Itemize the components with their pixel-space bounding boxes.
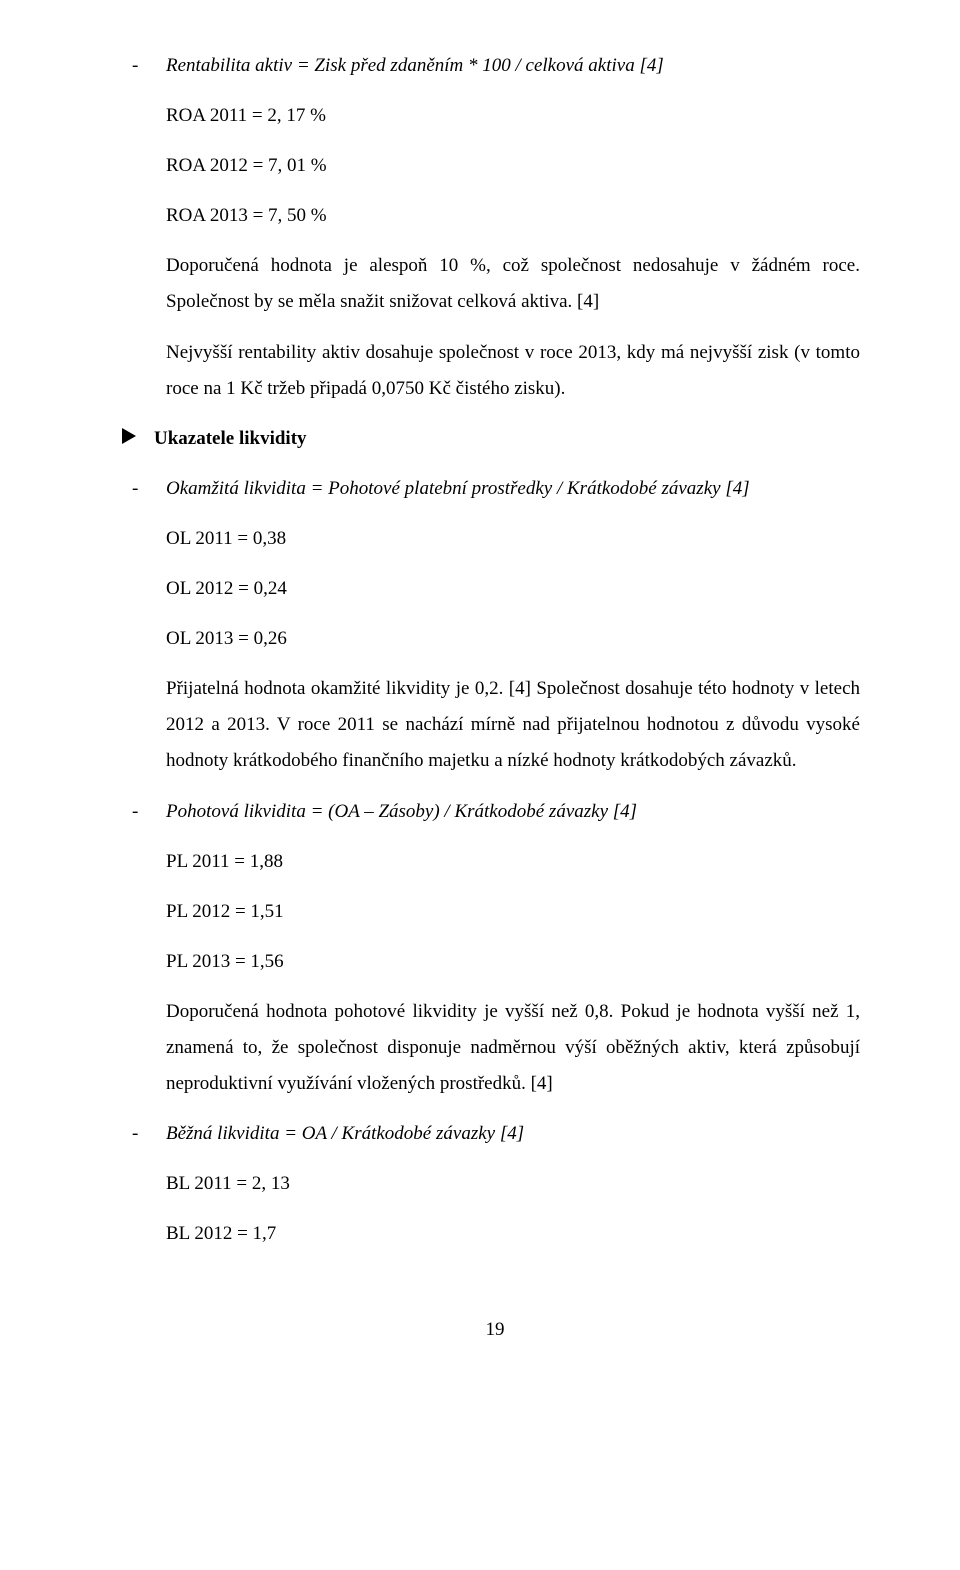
dash-icon: - bbox=[132, 1116, 138, 1152]
roa-formula-line: - Rentabilita aktiv = Zisk před zdaněním… bbox=[130, 48, 860, 84]
dash-icon: - bbox=[132, 794, 138, 830]
dash-icon: - bbox=[132, 471, 138, 507]
roa-2013: ROA 2013 = 7, 50 % bbox=[166, 198, 860, 234]
bl-formula: Běžná likvidita = OA / Krátkodobé závazk… bbox=[166, 1123, 524, 1144]
bl-2011: BL 2011 = 2, 13 bbox=[166, 1166, 860, 1202]
ol-2012: OL 2012 = 0,24 bbox=[166, 571, 860, 607]
ol-2011: OL 2011 = 0,38 bbox=[166, 521, 860, 557]
ol-formula: Okamžitá likvidita = Pohotové platební p… bbox=[166, 478, 750, 499]
heading-likvidity: Ukazatele likvidity bbox=[130, 421, 860, 457]
page-number: 19 bbox=[130, 1312, 860, 1348]
bl-2012: BL 2012 = 1,7 bbox=[166, 1216, 860, 1252]
roa-formula: Rentabilita aktiv = Zisk před zdaněním *… bbox=[166, 55, 664, 76]
pl-formula: Pohotová likvidita = (OA – Zásoby) / Krá… bbox=[166, 801, 637, 822]
ol-2013: OL 2013 = 0,26 bbox=[166, 621, 860, 657]
ol-formula-line: - Okamžitá likvidita = Pohotové platební… bbox=[130, 471, 860, 507]
pl-2012: PL 2012 = 1,51 bbox=[166, 894, 860, 930]
pl-para-1: Doporučená hodnota pohotové likvidity je… bbox=[166, 994, 860, 1102]
pl-2011: PL 2011 = 1,88 bbox=[166, 844, 860, 880]
bl-formula-line: - Běžná likvidita = OA / Krátkodobé záva… bbox=[130, 1116, 860, 1152]
roa-para-1: Doporučená hodnota je alespoň 10 %, což … bbox=[166, 248, 860, 320]
pl-2013: PL 2013 = 1,56 bbox=[166, 944, 860, 980]
ol-para-1: Přijatelná hodnota okamžité likvidity je… bbox=[166, 671, 860, 779]
dash-icon: - bbox=[132, 48, 138, 84]
triangle-bullet-icon bbox=[122, 428, 136, 444]
roa-para-2: Nejvyšší rentability aktiv dosahuje spol… bbox=[166, 335, 860, 407]
roa-2012: ROA 2012 = 7, 01 % bbox=[166, 148, 860, 184]
pl-formula-line: - Pohotová likvidita = (OA – Zásoby) / K… bbox=[130, 794, 860, 830]
roa-2011: ROA 2011 = 2, 17 % bbox=[166, 98, 860, 134]
heading-likvidity-text: Ukazatele likvidity bbox=[154, 428, 307, 449]
